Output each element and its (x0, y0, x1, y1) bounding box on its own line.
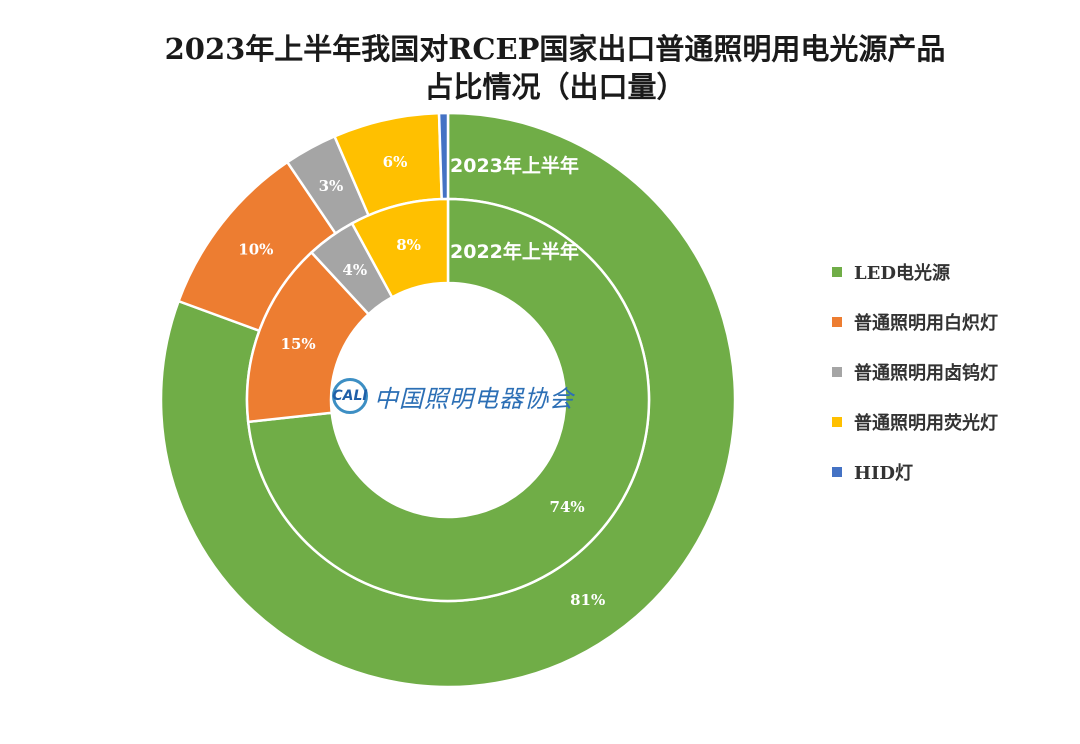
outer-ring-slice-hid (437, 111, 450, 201)
inner-ring-label-led: 74% (550, 498, 585, 516)
legend-label: LED电光源 (854, 263, 950, 284)
outer-ring-label-fluorescent: 6% (383, 153, 408, 171)
legend-label: 普通照明用荧光灯 (854, 413, 998, 434)
inner-ring-slice-led (246, 197, 651, 603)
chart-title: 2023年上半年我国对RCEP国家出口普通照明用电光源产品 占比情况（出口量） (0, 30, 1080, 106)
logo-text: 中国照明电器协会 (374, 384, 574, 413)
chart-title-line-1: 2023年上半年我国对RCEP国家出口普通照明用电光源产品 (164, 32, 946, 66)
outer-ring-label-halogen: 3% (319, 177, 344, 195)
legend-label: 普通照明用白炽灯 (854, 313, 998, 334)
logo-mark-icon: CALI (332, 378, 368, 414)
legend-swatch (832, 467, 842, 477)
legend-item-fluorescent: 普通照明用荧光灯 (832, 397, 998, 447)
inner-ring-label-fluorescent: 8% (396, 236, 421, 254)
legend-item-hid: HID灯 (832, 447, 998, 497)
inner-ring-label-incandescent: 15% (281, 335, 316, 353)
legend-item-led: LED电光源 (832, 247, 998, 297)
outer-ring-label-incandescent: 10% (238, 241, 273, 259)
legend: LED电光源普通照明用白炽灯 普通照明用卤钨灯 普通照明用荧光灯 HID灯 (832, 247, 998, 497)
outer-ring-series-name: 2023年上半年 (450, 154, 579, 177)
watermark-logo: CALI 中国照明电器协会 (332, 378, 574, 414)
legend-swatch (832, 317, 842, 327)
chart-title-line-2: 占比情况（出口量） (424, 70, 686, 104)
outer-ring-label-led: 81% (570, 591, 605, 609)
inner-ring-slice-fluorescent (350, 197, 450, 299)
inner-ring-series-name: 2022年上半年 (450, 240, 579, 263)
legend-swatch (832, 417, 842, 427)
inner-ring-label-halogen: 4% (342, 261, 367, 279)
legend-label: HID灯 (854, 463, 914, 484)
legend-item-incandescent: 普通照明用白炽灯 (832, 297, 998, 347)
legend-swatch (832, 267, 842, 277)
legend-label: 普通照明用卤钨灯 (854, 363, 998, 384)
legend-swatch (832, 367, 842, 377)
legend-item-halogen: 普通照明用卤钨灯 (832, 347, 998, 397)
